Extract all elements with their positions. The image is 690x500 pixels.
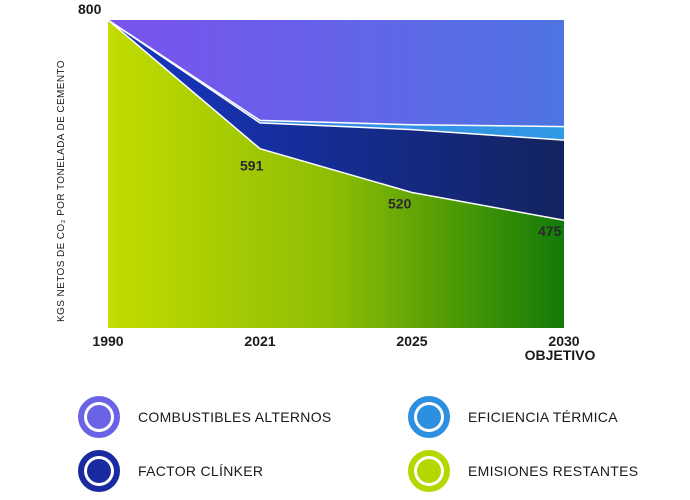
legend-swatch-eficiencia-termica xyxy=(408,396,450,438)
x-tick-label-1990: 1990 xyxy=(92,333,123,349)
band-separator-line xyxy=(107,19,565,221)
data-label-2030: 475 xyxy=(538,223,562,239)
legend: COMBUSTIBLES ALTERNOS EFICIENCIA TÉRMICA… xyxy=(0,378,690,500)
band-separator-line xyxy=(107,19,565,128)
legend-label-eficiencia-termica: EFICIENCIA TÉRMICA xyxy=(468,409,618,425)
band-separator-line xyxy=(107,19,565,141)
legend-label-factor-clinker: FACTOR CLÍNKER xyxy=(138,463,264,479)
legend-swatch-factor-clinker xyxy=(78,450,120,492)
y-axis-label: KGS NETOS DE CO₂ POR TONELADA DE CEMENTO xyxy=(56,60,67,322)
legend-item-emisiones-restantes: EMISIONES RESTANTES xyxy=(408,450,638,492)
data-label-2021: 591 xyxy=(240,158,264,174)
y-axis-label-text: KGS NETOS DE CO₂ POR TONELADA DE CEMENTO xyxy=(56,60,67,322)
x-tick-label-2025: 2025 xyxy=(396,333,427,349)
legend-label-combustibles-alternos: COMBUSTIBLES ALTERNOS xyxy=(138,409,332,425)
x-tick-label-2021: 2021 xyxy=(244,333,275,349)
y-top-label: 800 xyxy=(78,1,102,17)
area-combustibles-alternos xyxy=(108,20,564,127)
x-tick-label-2030: 2030 OBJETIVO xyxy=(525,333,596,363)
legend-item-combustibles-alternos: COMBUSTIBLES ALTERNOS xyxy=(78,396,332,438)
legend-item-factor-clinker: FACTOR CLÍNKER xyxy=(78,450,263,492)
legend-label-emisiones-restantes: EMISIONES RESTANTES xyxy=(468,463,639,479)
legend-item-eficiencia-termica: EFICIENCIA TÉRMICA xyxy=(408,396,618,438)
area-eficiencia-t-rmica xyxy=(108,20,564,141)
area-factor-cl-nker xyxy=(108,20,564,221)
legend-swatch-emisiones-restantes xyxy=(408,450,450,492)
area-emisiones-restantes xyxy=(108,20,564,328)
chart: KGS NETOS DE CO₂ POR TONELADA DE CEMENTO… xyxy=(56,1,596,363)
data-label-2025: 520 xyxy=(388,195,412,211)
legend-swatch-combustibles-alternos xyxy=(78,396,120,438)
